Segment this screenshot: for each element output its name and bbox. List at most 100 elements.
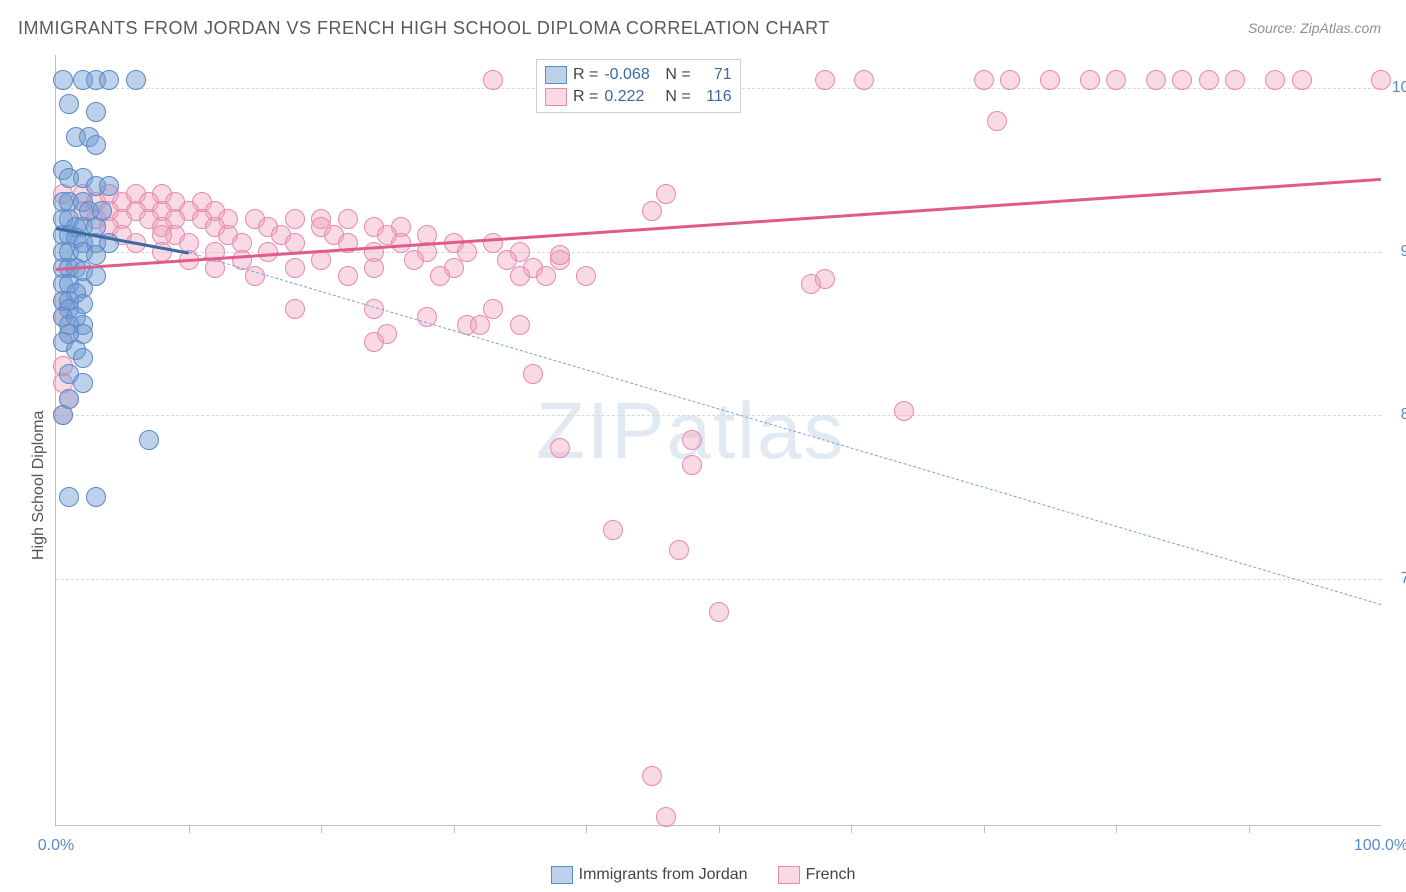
data-point (815, 70, 835, 90)
stat-n-label: N = (665, 64, 690, 86)
data-point (1080, 70, 1100, 90)
data-point (86, 135, 106, 155)
data-point (53, 405, 73, 425)
data-point (338, 266, 358, 286)
x-tick (984, 825, 985, 833)
data-point (285, 258, 305, 278)
data-point (510, 266, 530, 286)
data-point (73, 373, 93, 393)
stats-legend: R = -0.068 N = 71 R = 0.222 N = 116 (536, 59, 741, 113)
x-tick-label: 100.0% (1354, 837, 1406, 855)
data-point (1265, 70, 1285, 90)
data-point (99, 176, 119, 196)
data-point (126, 70, 146, 90)
data-point (536, 266, 556, 286)
data-point (430, 266, 450, 286)
stat-r-value: 0.222 (604, 86, 659, 108)
watermark-zip: ZIP (536, 386, 666, 475)
data-point (815, 269, 835, 289)
stats-row: R = -0.068 N = 71 (545, 64, 732, 86)
x-tick-label: 0.0% (38, 837, 74, 855)
y-tick-label: 100.0% (1392, 79, 1406, 97)
x-tick (851, 825, 852, 833)
x-tick (719, 825, 720, 833)
x-tick (1116, 825, 1117, 833)
data-point (73, 348, 93, 368)
chart-source: Source: ZipAtlas.com (1248, 20, 1381, 36)
x-tick (454, 825, 455, 833)
data-point (1292, 70, 1312, 90)
data-point (59, 487, 79, 507)
bottom-legend: Immigrants from Jordan French (0, 866, 1406, 884)
stat-n-value: 116 (697, 86, 732, 108)
x-tick (1249, 825, 1250, 833)
data-point (656, 184, 676, 204)
stat-r-label: R = (573, 64, 598, 86)
data-point (1000, 70, 1020, 90)
data-point (1225, 70, 1245, 90)
grid-line (56, 252, 1381, 253)
swatch-icon (545, 88, 567, 106)
swatch-icon (545, 66, 567, 84)
data-point (854, 70, 874, 90)
swatch-jordan (551, 866, 573, 884)
swatch-french (778, 866, 800, 884)
data-point (86, 245, 106, 265)
data-point (99, 70, 119, 90)
data-point (404, 250, 424, 270)
data-point (139, 430, 159, 450)
data-point (470, 315, 490, 335)
stat-r-label: R = (573, 86, 598, 108)
data-point (1146, 70, 1166, 90)
data-point (656, 807, 676, 827)
data-point (987, 111, 1007, 131)
data-point (510, 315, 530, 335)
grid-line (56, 579, 1381, 580)
data-point (338, 209, 358, 229)
data-point (603, 520, 623, 540)
y-tick-label: 90.0% (1401, 243, 1406, 261)
data-point (364, 258, 384, 278)
data-point (285, 299, 305, 319)
data-point (709, 602, 729, 622)
data-point (1172, 70, 1192, 90)
stat-n-value: 71 (697, 64, 732, 86)
data-point (258, 242, 278, 262)
trend-line (188, 252, 1381, 605)
data-point (1040, 70, 1060, 90)
y-tick-label: 80.0% (1401, 406, 1406, 424)
data-point (1371, 70, 1391, 90)
data-point (483, 70, 503, 90)
data-point (86, 487, 106, 507)
y-tick-label: 70.0% (1401, 570, 1406, 588)
data-point (642, 201, 662, 221)
data-point (1106, 70, 1126, 90)
x-tick (189, 825, 190, 833)
data-point (550, 245, 570, 265)
data-point (576, 266, 596, 286)
data-point (483, 299, 503, 319)
legend-item-jordan: Immigrants from Jordan (551, 866, 748, 884)
data-point (894, 401, 914, 421)
data-point (669, 540, 689, 560)
stats-row: R = 0.222 N = 116 (545, 86, 732, 108)
data-point (86, 102, 106, 122)
data-point (682, 430, 702, 450)
data-point (682, 455, 702, 475)
legend-item-french: French (778, 866, 856, 884)
data-point (457, 242, 477, 262)
data-point (1199, 70, 1219, 90)
data-point (523, 364, 543, 384)
data-point (974, 70, 994, 90)
grid-line (56, 415, 1381, 416)
data-point (285, 209, 305, 229)
data-point (53, 70, 73, 90)
chart-title: IMMIGRANTS FROM JORDAN VS FRENCH HIGH SC… (18, 18, 830, 39)
legend-label-jordan: Immigrants from Jordan (579, 866, 748, 884)
data-point (550, 438, 570, 458)
x-tick (586, 825, 587, 833)
data-point (59, 94, 79, 114)
stat-r-value: -0.068 (604, 64, 659, 86)
y-axis-label: High School Diploma (30, 411, 48, 560)
legend-label-french: French (806, 866, 856, 884)
